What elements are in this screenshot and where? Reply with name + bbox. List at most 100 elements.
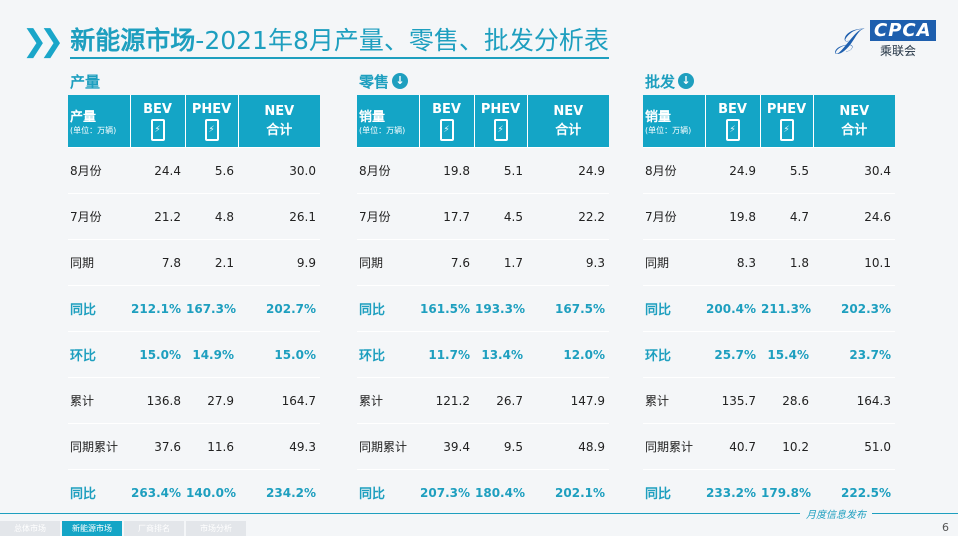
footer-tab[interactable]: 厂商排名 [124, 521, 184, 536]
cell: 48.9 [527, 423, 609, 470]
cell: 4.8 [185, 193, 238, 240]
section-title: 批发 ↓ [645, 70, 895, 92]
cell: 11.6 [185, 423, 238, 470]
table-row: 7月份 17.7 4.5 22.2 [357, 193, 609, 240]
table-row: 8月份 24.9 5.5 30.4 [643, 147, 895, 194]
cell: 4.5 [474, 193, 527, 240]
cell: 8.3 [705, 239, 760, 286]
cell: 202.1% [527, 469, 609, 515]
cell: 25.7% [705, 331, 760, 378]
cell: 同期 [357, 239, 419, 286]
cell: 8月份 [357, 147, 419, 194]
header-label: 销量 (单位：万辆) [357, 95, 419, 148]
cell: 7月份 [68, 193, 130, 240]
section-0: 产量 产量 (单位：万辆) BEV ⚡ PHEV ⚡ NEV 合计 8月份 24.4 5.6 3… [68, 70, 320, 515]
cell: 200.4% [705, 285, 760, 332]
table-row: 同比 200.4% 211.3% 202.3% [643, 285, 895, 332]
cell: 37.6 [130, 423, 185, 470]
cell: 15.0% [130, 331, 185, 378]
footer-tab[interactable]: 总体市场 [0, 521, 60, 536]
footer-tab[interactable]: 新能源市场 [62, 521, 122, 536]
cell: 40.7 [705, 423, 760, 470]
nev-label: NEV [553, 104, 584, 119]
battery-icon: ⚡ [439, 118, 454, 141]
header-nev: NEV 合计 [526, 95, 609, 148]
table-row: 同期 7.8 2.1 9.9 [68, 239, 320, 286]
cell: 24.9 [705, 147, 760, 194]
cell: 环比 [357, 331, 419, 378]
header-label-text: 产量 [70, 110, 97, 125]
cpca-logo: 𝒥 CPCA 乘联会 [832, 20, 942, 60]
cell: 累计 [357, 377, 419, 424]
arrow-down-circle-icon[interactable]: ↓ [678, 73, 695, 89]
nev-label: NEV [839, 104, 870, 119]
cell: 121.2 [419, 377, 474, 424]
cell: 9.5 [474, 423, 527, 470]
cell: 13.4% [474, 331, 527, 378]
cell: 212.1% [130, 285, 185, 332]
cell: 10.1 [813, 239, 895, 286]
title-rest: -2021年8月产量、零售、批发分析表 [195, 25, 609, 55]
cell: 同期累计 [68, 423, 130, 470]
cell: 14.9% [185, 331, 238, 378]
header-bev: BEV ⚡ [418, 95, 474, 148]
cell: 202.3% [813, 285, 895, 332]
cell: 7月份 [357, 193, 419, 240]
header-bev: BEV ⚡ [129, 95, 185, 148]
cell: 193.3% [474, 285, 527, 332]
table-row: 同期 7.6 1.7 9.3 [357, 239, 609, 286]
chevron-right-icon: ❯❯ [22, 24, 64, 59]
logo-text: CPCA [870, 20, 936, 41]
title-bold: 新能源市场 [70, 25, 196, 55]
cell: 39.4 [419, 423, 474, 470]
cell: 8月份 [68, 147, 130, 194]
header-label: 产量 (单位：万辆) [68, 95, 130, 148]
cell: 17.7 [419, 193, 474, 240]
arrow-down-circle-icon[interactable]: ↓ [392, 73, 409, 89]
cell: 233.2% [705, 469, 760, 515]
footer-line [0, 513, 958, 514]
cell: 同期累计 [643, 423, 705, 470]
header-label-text: 销量 [359, 110, 386, 125]
table-row: 环比 11.7% 13.4% 12.0% [357, 331, 609, 378]
table-row: 同期累计 40.7 10.2 51.0 [643, 423, 895, 470]
table-row: 8月份 24.4 5.6 30.0 [68, 147, 320, 194]
cell: 5.5 [760, 147, 813, 194]
cell: 23.7% [813, 331, 895, 378]
phev-label: PHEV [766, 101, 807, 117]
battery-icon: ⚡ [725, 118, 740, 141]
cell: 19.8 [705, 193, 760, 240]
cell: 15.4% [760, 331, 813, 378]
unit-text: (单位：万辆) [359, 126, 406, 135]
table-row: 累计 135.7 28.6 164.3 [643, 377, 895, 424]
cell: 207.3% [419, 469, 474, 515]
header-phev: PHEV ⚡ [184, 95, 238, 148]
cell: 136.8 [130, 377, 185, 424]
cell: 12.0% [527, 331, 609, 378]
cell: 263.4% [130, 469, 185, 515]
battery-icon: ⚡ [150, 118, 165, 141]
bottom-tabs: 总体市场 新能源市场 厂商排名 市场分析 [0, 521, 248, 536]
table-row: 同期累计 37.6 11.6 49.3 [68, 423, 320, 470]
cell: 10.2 [760, 423, 813, 470]
table-row: 同比 233.2% 179.8% 222.5% [643, 469, 895, 515]
cell: 161.5% [419, 285, 474, 332]
footer-tab[interactable]: 市场分析 [186, 521, 246, 536]
cell: 140.0% [185, 469, 238, 515]
header-nev: NEV 合计 [812, 95, 895, 148]
table-row: 环比 15.0% 14.9% 15.0% [68, 331, 320, 378]
header-label-text: 销量 [645, 110, 672, 125]
cell: 环比 [643, 331, 705, 378]
unit-text: (单位：万辆) [70, 126, 117, 135]
logo-cn: 乘联会 [880, 44, 917, 58]
cell: 28.6 [760, 377, 813, 424]
cell: 同期 [68, 239, 130, 286]
header-phev: PHEV ⚡ [473, 95, 527, 148]
cell: 累计 [68, 377, 130, 424]
header-phev: PHEV ⚡ [759, 95, 813, 148]
table-row: 同比 207.3% 180.4% 202.1% [357, 469, 609, 515]
cell: 24.4 [130, 147, 185, 194]
section-title-text: 产量 [70, 72, 101, 91]
section-title: 零售 ↓ [359, 70, 609, 92]
table-row: 同期累计 39.4 9.5 48.9 [357, 423, 609, 470]
